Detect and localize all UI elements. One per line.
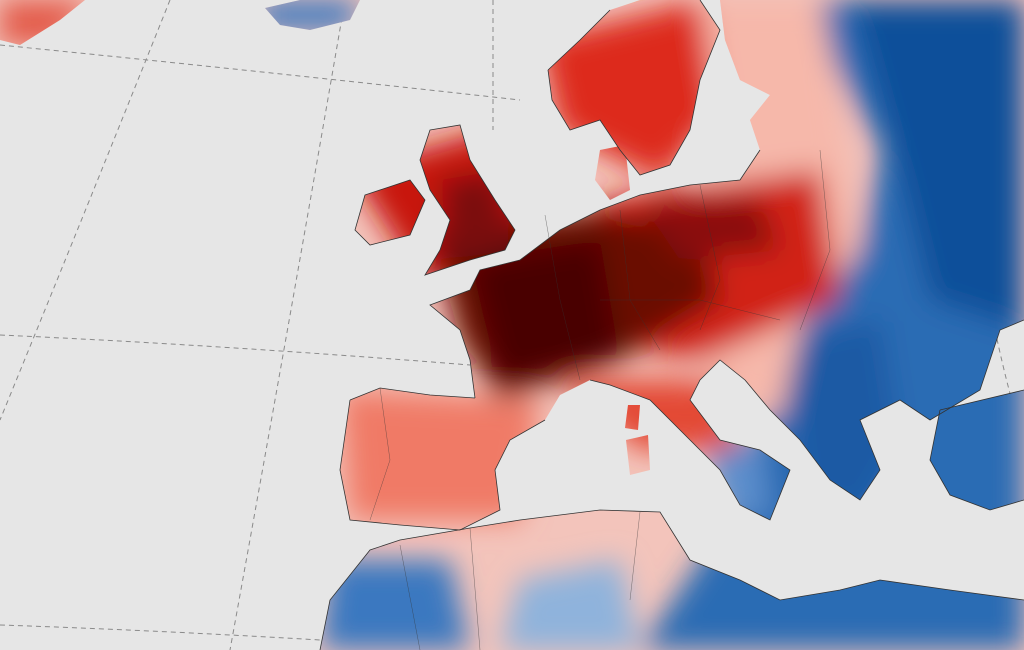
borders xyxy=(369,149,831,650)
coastlines xyxy=(319,0,1024,650)
